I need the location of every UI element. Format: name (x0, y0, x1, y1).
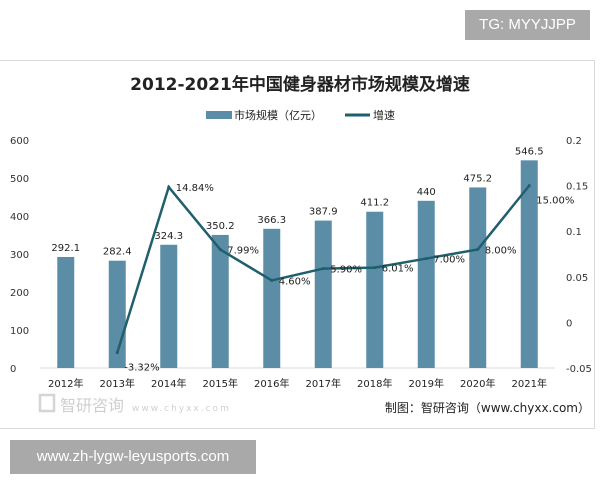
chart-frame (0, 60, 595, 429)
y-left-tick-label: 100 (10, 326, 29, 337)
bar-data-label: 366.3 (257, 215, 286, 226)
x-tick-label: 2020年 (460, 377, 495, 390)
y-left-tick-label: 200 (10, 288, 29, 299)
y-right-tick-label: 0.2 (566, 136, 582, 147)
y-right-tick-label: 0.05 (566, 273, 588, 284)
growth-point-2014年 (167, 185, 171, 189)
bar-2018年 (366, 211, 384, 368)
x-tick-label: 2017年 (306, 377, 341, 390)
growth-point-2020年 (476, 247, 480, 251)
growth-data-label: 8.00% (485, 245, 517, 256)
growth-data-label: 4.60% (279, 276, 311, 287)
bar-data-label: 475.2 (463, 173, 492, 184)
bar-2015年 (211, 234, 229, 368)
growth-data-label: 15.00% (536, 196, 574, 207)
logo-url: www.chyxx.com (132, 404, 231, 414)
growth-point-2016年 (270, 278, 274, 282)
y-right-tick-label: 0 (566, 318, 572, 329)
y-left-tick-label: 400 (10, 212, 29, 223)
legend-line-label: 增速 (373, 108, 395, 122)
growth-data-label: 7.99% (227, 246, 259, 257)
x-tick-label: 2016年 (254, 377, 289, 390)
chart-title: 2012-2021年中国健身器材市场规模及增速 (130, 74, 470, 95)
y-left-tick-label: 300 (10, 250, 29, 261)
growth-data-label: 7.00% (433, 255, 465, 266)
bar-2012年 (57, 257, 75, 368)
y-left-tick-label: 0 (10, 364, 16, 375)
growth-data-label: 5.90% (330, 265, 362, 276)
bar-2020年 (469, 187, 487, 368)
bar-data-label: 350.2 (206, 221, 235, 232)
footer-url-badge: www.zh-lygw-leyusports.com (10, 440, 256, 474)
x-tick-label: 2015年 (203, 377, 238, 390)
bar-data-label: 411.2 (360, 198, 389, 209)
bar-2021年 (520, 160, 538, 368)
legend-bar-swatch (206, 111, 232, 119)
bar-data-label: 387.9 (309, 207, 338, 218)
growth-data-label: 6.01% (382, 264, 414, 275)
growth-point-2015年 (218, 248, 222, 252)
y-right-tick-label: 0.15 (566, 182, 588, 193)
y-left-tick-label: 500 (10, 174, 29, 185)
growth-point-2017年 (321, 267, 325, 271)
bar-data-label: 324.3 (154, 231, 183, 242)
y-left-tick-label: 600 (10, 136, 29, 147)
growth-point-2018年 (373, 266, 377, 270)
y-right-tick-label: 0.1 (566, 227, 582, 238)
chyxx-logo-watermark: 智研咨询 www.chyxx.com (38, 393, 231, 415)
bar-data-label: 282.4 (103, 247, 132, 258)
bar-2017年 (314, 220, 332, 368)
growth-point-2013年 (115, 351, 119, 355)
bar-data-label: 546.5 (515, 146, 544, 157)
watermark-tag: TG: MYYJJPP (465, 10, 590, 40)
growth-point-2019年 (424, 257, 428, 261)
bar-2016年 (263, 228, 281, 368)
source-note: 制图：智研咨询（www.chyxx.com） (385, 400, 590, 415)
x-tick-label: 2021年 (512, 377, 547, 390)
growth-data-label: 14.84% (176, 183, 214, 194)
chart: 2012-2021年中国健身器材市场规模及增速 市场规模（亿元） 增速 0 100… (10, 74, 592, 415)
y-right-tick-label: -0.05 (566, 364, 592, 375)
x-tick-label: 2019年 (409, 377, 444, 390)
logo-text: 智研咨询 (60, 396, 124, 415)
growth-point-2021年 (527, 184, 531, 188)
bar-2014年 (160, 244, 178, 368)
x-tick-label: 2018年 (357, 377, 392, 390)
x-tick-label: 2012年 (48, 377, 83, 390)
x-tick-label: 2013年 (100, 377, 135, 390)
x-tick-label: 2014年 (151, 377, 186, 390)
bar-data-label: 292.1 (51, 243, 80, 254)
legend-bar-label: 市场规模（亿元） (234, 108, 322, 122)
growth-data-label: -3.32% (124, 363, 159, 374)
bar-data-label: 440 (417, 187, 436, 198)
bar-2019年 (417, 200, 435, 368)
